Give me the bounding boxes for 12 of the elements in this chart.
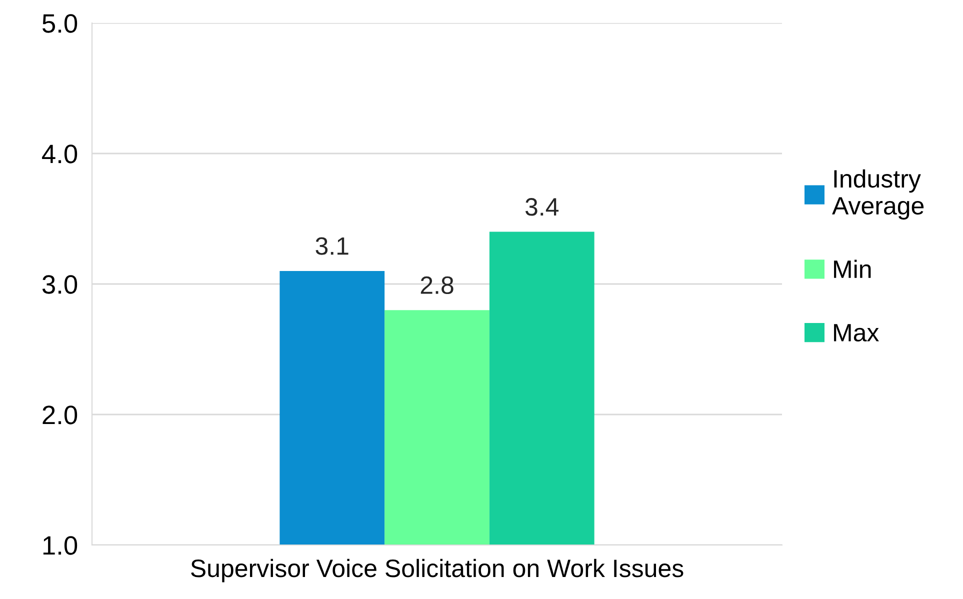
y-tick-label: 1.0 [43,536,78,555]
data-label: 2.8 [420,276,454,294]
y-tick-label: 3.0 [42,275,78,294]
legend-label: Min [834,260,871,278]
y-tick-label: 5.0 [42,14,78,33]
data-label: 3.1 [316,237,348,255]
data-label: 3.4 [525,198,559,216]
x-tick-label: Supervisor Voice Solicitation on Work Issues [191,558,684,582]
y-tick-label: 4.0 [42,144,78,164]
legend-label: Industry Average [832,169,924,220]
legend-label: Max [834,324,879,342]
y-tick-label: 2.0 [42,406,78,424]
